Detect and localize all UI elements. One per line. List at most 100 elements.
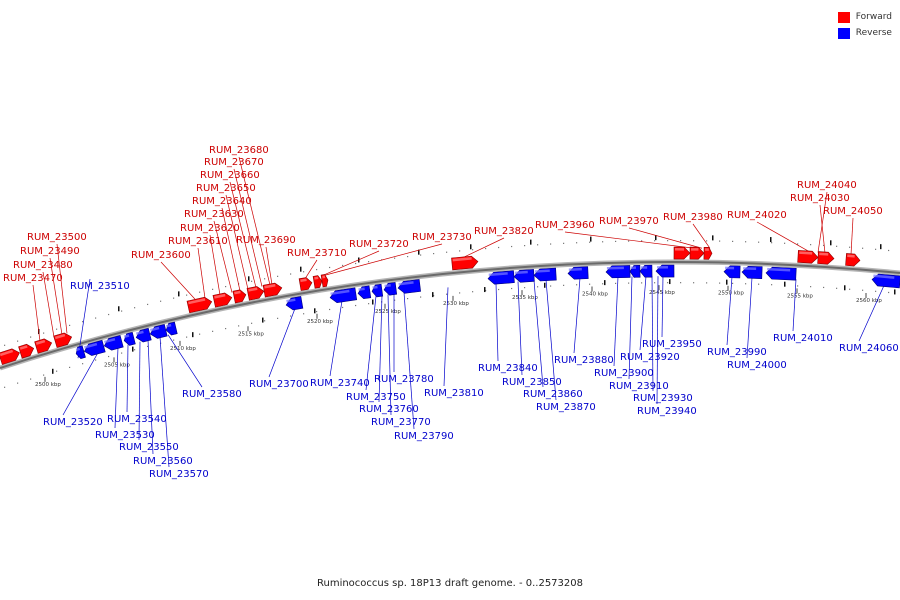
gene-label[interactable]: RUM_23990 xyxy=(707,347,767,358)
gene-label[interactable]: RUM_23850 xyxy=(502,377,562,388)
gene-label[interactable]: RUM_23720 xyxy=(349,239,409,250)
gene-label[interactable]: RUM_23700 xyxy=(249,379,309,390)
gene-label[interactable]: RUM_23740 xyxy=(310,378,370,389)
gene-label[interactable]: RUM_24060 xyxy=(839,343,899,354)
forward-gene[interactable] xyxy=(312,275,323,289)
forward-gene[interactable] xyxy=(0,347,21,365)
gene-label[interactable]: RUM_23750 xyxy=(346,392,406,403)
forward-gene[interactable] xyxy=(212,292,233,308)
gene-label[interactable]: RUM_23580 xyxy=(182,389,242,400)
gene-label[interactable]: RUM_23570 xyxy=(149,469,209,480)
gene-label[interactable]: RUM_23560 xyxy=(133,456,193,467)
gene-label[interactable]: RUM_24020 xyxy=(727,210,787,221)
gene-label[interactable]: RUM_23690 xyxy=(236,235,296,246)
gene-label[interactable]: RUM_23470 xyxy=(3,273,63,284)
gene-label[interactable]: RUM_23510 xyxy=(70,281,130,292)
gene-label[interactable]: RUM_23950 xyxy=(642,339,702,350)
gene-label[interactable]: RUM_23480 xyxy=(13,260,73,271)
gene-label[interactable]: RUM_23980 xyxy=(663,212,723,223)
gene-label[interactable]: RUM_23610 xyxy=(168,236,228,247)
forward-gene[interactable] xyxy=(246,285,265,301)
reverse-gene[interactable] xyxy=(329,287,358,304)
gene-label[interactable]: RUM_23500 xyxy=(27,232,87,243)
reverse-gene[interactable] xyxy=(533,267,557,282)
gene-label[interactable]: RUM_23770 xyxy=(371,417,431,428)
gene-label[interactable]: RUM_23960 xyxy=(535,220,595,231)
gene-label[interactable]: RUM_23760 xyxy=(359,404,419,415)
gene-label[interactable]: RUM_23540 xyxy=(107,414,167,425)
reverse-gene[interactable] xyxy=(397,279,421,294)
gene-label[interactable]: RUM_23630 xyxy=(184,209,244,220)
gene-label[interactable]: RUM_23880 xyxy=(554,355,614,366)
gene-label[interactable]: RUM_23660 xyxy=(200,170,260,181)
forward-gene[interactable] xyxy=(673,246,691,260)
gene-label[interactable]: RUM_23640 xyxy=(192,196,252,207)
reverse-gene[interactable] xyxy=(723,265,741,279)
reverse-gene[interactable] xyxy=(135,327,152,343)
forward-gene[interactable] xyxy=(53,331,74,348)
forward-gene[interactable] xyxy=(186,296,213,314)
gene-label[interactable]: RUM_23930 xyxy=(633,393,693,404)
reverse-gene[interactable] xyxy=(357,285,372,300)
reverse-gene[interactable] xyxy=(605,265,631,279)
reverse-gene[interactable] xyxy=(123,331,136,346)
gene-label[interactable]: RUM_23820 xyxy=(474,226,534,237)
forward-gene[interactable] xyxy=(18,343,36,359)
forward-gene[interactable] xyxy=(689,246,705,260)
gene-label[interactable]: RUM_23940 xyxy=(637,406,697,417)
gene-label[interactable]: RUM_23710 xyxy=(287,248,347,259)
forward-gene[interactable] xyxy=(232,289,247,304)
gene-label[interactable]: RUM_23730 xyxy=(412,232,472,243)
reverse-gene[interactable] xyxy=(383,282,398,296)
gene-label[interactable]: RUM_23790 xyxy=(394,431,454,442)
gene-label[interactable]: RUM_23810 xyxy=(424,388,484,399)
forward-gene[interactable] xyxy=(320,274,329,288)
reverse-gene[interactable] xyxy=(75,345,86,360)
reverse-gene[interactable] xyxy=(871,273,900,289)
gene-label[interactable]: RUM_24010 xyxy=(773,333,833,344)
reverse-gene[interactable] xyxy=(103,335,124,351)
reverse-gene[interactable] xyxy=(567,266,589,280)
gene-label[interactable]: RUM_23900 xyxy=(594,368,654,379)
gene-label[interactable]: RUM_23870 xyxy=(536,402,596,413)
reverse-gene[interactable] xyxy=(165,321,178,336)
reverse-gene[interactable] xyxy=(149,324,168,339)
reverse-gene[interactable] xyxy=(371,283,384,298)
gene-label[interactable]: RUM_23920 xyxy=(620,352,680,363)
forward-gene[interactable] xyxy=(845,253,861,267)
gene-label[interactable]: RUM_23970 xyxy=(599,216,659,227)
reverse-gene[interactable] xyxy=(83,339,106,357)
gene-label[interactable]: RUM_24040 xyxy=(797,180,857,191)
forward-gene[interactable] xyxy=(262,282,283,298)
reverse-gene[interactable] xyxy=(655,264,675,278)
gene-label[interactable]: RUM_23840 xyxy=(478,363,538,374)
reverse-gene[interactable] xyxy=(765,266,797,281)
reverse-gene[interactable] xyxy=(487,270,515,285)
reverse-gene[interactable] xyxy=(285,296,304,311)
reverse-gene[interactable] xyxy=(513,269,535,283)
gene-label[interactable]: RUM_23520 xyxy=(43,417,103,428)
forward-gene[interactable] xyxy=(703,246,713,260)
gene-label[interactable]: RUM_23490 xyxy=(20,246,80,257)
gene-label[interactable]: RUM_23550 xyxy=(119,442,179,453)
gene-label[interactable]: RUM_24050 xyxy=(823,206,883,217)
reverse-gene[interactable] xyxy=(639,264,653,278)
gene-label[interactable]: RUM_23600 xyxy=(131,250,191,261)
forward-gene[interactable] xyxy=(34,337,54,354)
gene-label[interactable]: RUM_23670 xyxy=(204,157,264,168)
gene-label[interactable]: RUM_23910 xyxy=(609,381,669,392)
gene-label[interactable]: RUM_23780 xyxy=(374,374,434,385)
reverse-gene[interactable] xyxy=(629,264,641,278)
forward-gene[interactable] xyxy=(797,250,819,264)
forward-gene[interactable] xyxy=(298,277,313,291)
reverse-gene[interactable] xyxy=(741,265,763,280)
gene-label[interactable]: RUM_24000 xyxy=(727,360,787,371)
gene-label[interactable]: RUM_23680 xyxy=(209,145,269,156)
gene-label[interactable]: RUM_23620 xyxy=(180,223,240,234)
gene-label[interactable]: RUM_23530 xyxy=(95,430,155,441)
gene-label[interactable]: RUM_23860 xyxy=(523,389,583,400)
forward-gene[interactable] xyxy=(817,251,835,265)
gene-label[interactable]: RUM_24030 xyxy=(790,193,850,204)
gene-label[interactable]: RUM_23650 xyxy=(196,183,256,194)
forward-gene[interactable] xyxy=(451,255,479,271)
